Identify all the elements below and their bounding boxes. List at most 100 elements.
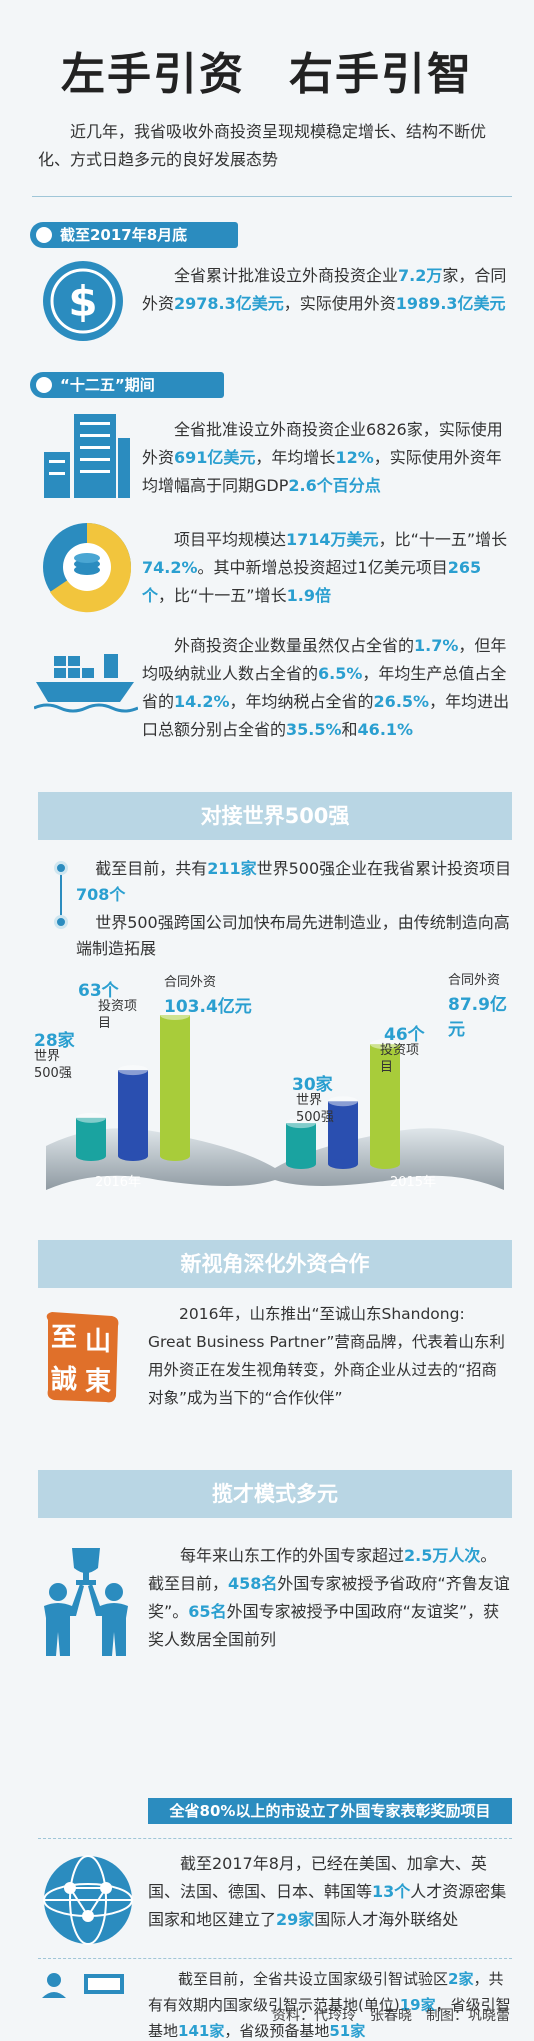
s2-b-value1: 1714万美元 xyxy=(286,530,379,549)
section5-text-b: 截至2017年8月，已经在美国、加拿大、英国、法国、德国、日本、韩国等13个人才… xyxy=(148,1850,512,1934)
bullet-dot xyxy=(54,915,68,929)
bullet-dot xyxy=(54,861,68,875)
bar-base-1-1 xyxy=(328,1159,358,1169)
fortune500-bar-chart: 2016年 2015年 xyxy=(46,1010,504,1190)
s2-b-text3: 。其中新增总投资超过1亿美元项目 xyxy=(197,558,448,577)
section5-text-c: 截至目前，全省共设立国家级引智试验区2家，共有有效期内国家级引智示范基地(单位)… xyxy=(148,1966,512,2041)
chart-year-2015: 2015年 xyxy=(390,1175,436,1190)
bar-base-0-2 xyxy=(160,1151,190,1161)
section5-text-a: 每年来山东工作的外国专家超过2.5万人次。截至目前，458名外国专家被授予省政府… xyxy=(148,1542,512,1654)
s1-value-actual: 1989.3亿美元 xyxy=(395,294,506,313)
bar-1-2 xyxy=(370,1044,400,1164)
banner-talent: 揽才模式多元 xyxy=(38,1470,512,1518)
s2-c-value5: 35.5% xyxy=(286,720,342,739)
bar-base-0-1 xyxy=(118,1151,148,1161)
bar-1-0 xyxy=(286,1123,316,1164)
shandong-seal-logo: 至 山 誠 東 xyxy=(46,1312,119,1403)
chart-label-28-caption: 世界500强 xyxy=(34,1049,72,1081)
seal-char-1: 至 xyxy=(51,1323,77,1353)
bar-top-1-2 xyxy=(370,1039,400,1050)
s5-c-value2: 19家 xyxy=(399,1996,436,2014)
s5-b-value2: 29家 xyxy=(276,1910,315,1929)
bullet-fortune500-count: 截至目前，共有211家世界500强企业在我省累计投资项目 708个 xyxy=(48,856,512,908)
s2-c-text1: 外商投资企业数量虽然仅占全省的 xyxy=(174,636,415,655)
s3-b1-text1: 截至目前，共有 xyxy=(95,859,208,878)
divider xyxy=(32,196,512,197)
s5-b-text3: 国际人才海外联络处 xyxy=(314,1910,459,1929)
s5-a-text2: 。截至目前， xyxy=(148,1546,497,1593)
s2-a-value1: 691亿美元 xyxy=(174,448,256,467)
s1-text-b: 家，合同外资 xyxy=(142,266,507,313)
bar-base-1-0 xyxy=(286,1159,316,1169)
banner-new-perspective: 新视角深化外资合作 xyxy=(38,1240,512,1288)
s2-a-text1: 全省批准设立外商投资企业6826家，实际使用外资 xyxy=(142,420,503,467)
s2-a-text2: ，年均增长 xyxy=(255,448,336,467)
bar-1-1 xyxy=(328,1101,358,1164)
section4-text: 2016年，山东推出“至诚山东Shandong: Great Business … xyxy=(148,1305,505,1407)
bullet-connector xyxy=(60,868,62,916)
chart-label-63-caption: 投资项目 xyxy=(98,999,138,1031)
chart-label-1034-caption: 合同外资 xyxy=(164,975,217,990)
buildings-icon xyxy=(44,414,130,498)
bar-top-1-0 xyxy=(286,1118,316,1129)
s2-c-value1: 1.7% xyxy=(414,636,459,655)
s3-b1-value2: 708个 xyxy=(76,885,126,904)
seal-char-2: 山 xyxy=(85,1327,111,1357)
svg-text:$: $ xyxy=(68,277,97,326)
s2-c-text3: ，年均生产总值占全省的 xyxy=(142,664,507,711)
section2-text-a: 全省批准设立外商投资企业6826家，实际使用外资691亿美元，年均增长12%，实… xyxy=(142,416,512,500)
chart-label-879-caption: 合同外资 xyxy=(448,973,501,988)
chart-label-46: 46个 xyxy=(384,1025,425,1045)
banner-fortune500: 对接世界500强 xyxy=(38,792,512,840)
s3-b1-text2: 世界500强企业在我省累计投资项目 xyxy=(256,859,512,878)
dollar-coin-icon: $ xyxy=(43,261,123,341)
s5-b-value1: 13个 xyxy=(372,1882,411,1901)
s2-c-value4: 26.5% xyxy=(373,692,430,711)
s1-value-contract: 2978.3亿美元 xyxy=(174,294,284,313)
chart-year-2016: 2016年 xyxy=(95,1175,141,1190)
globe-network-icon xyxy=(43,1855,133,1945)
bar-base-0-0 xyxy=(76,1151,106,1161)
chart-label-30-caption: 世界500强 xyxy=(296,1093,334,1125)
s5-c-value3: 141家 xyxy=(178,2022,225,2040)
chart-label-63: 63个 xyxy=(78,981,119,1001)
s2-c-value3: 14.2% xyxy=(174,692,230,711)
pie-coins-icon xyxy=(43,523,132,613)
section-pill-2017: 截至2017年8月底 xyxy=(30,222,238,248)
s5-a-value1: 2.5万人次 xyxy=(404,1546,481,1565)
s5-c-text3: ，省级引智基地 xyxy=(148,1996,511,2040)
s1-value-enterprises: 7.2万 xyxy=(398,266,443,285)
s5-b-text2: 人才资源密集国家和地区建立了 xyxy=(148,1882,507,1929)
bar-top-0-0 xyxy=(76,1112,106,1123)
chart-label-879: 87.9亿元 xyxy=(448,995,507,1040)
s2-c-text2: ，但年均吸纳就业人数占全省的 xyxy=(142,636,507,683)
s2-a-text3: ，实际使用外资年均增幅高于同期GDP xyxy=(142,448,502,495)
person-computer-icon xyxy=(42,1973,124,1998)
dashed-divider xyxy=(38,1838,512,1839)
bullet-manufacturing: 世界500强跨国公司加快布局先进制造业，由传统制造向高端制造拓展 xyxy=(48,910,512,962)
bar-base-1-2 xyxy=(370,1159,400,1169)
bar-0-1 xyxy=(118,1070,148,1156)
s5-a-text3: 外国专家被授予省政府“齐鲁友谊奖”。 xyxy=(148,1574,510,1621)
s5-c-value1: 2家 xyxy=(448,1970,474,1988)
chart-label-28: 28家 xyxy=(34,1031,75,1051)
s3-b2-text: 世界500强跨国公司加快布局先进制造业，由传统制造向高端制造拓展 xyxy=(76,913,510,958)
s5-c-text1: 截至目前，全省共设立国家级引智试验区 xyxy=(178,1970,449,1988)
bar-top-0-1 xyxy=(118,1065,148,1076)
s2-c-text4: ，年均纳税占全省的 xyxy=(229,692,374,711)
section-pill-12th-plan: “十二五”期间 xyxy=(30,372,224,398)
bar-0-2 xyxy=(160,1015,190,1156)
intro-text: 近几年，我省吸收外商投资呈现规模稳定增长、结构不断优化、方式日趋多元的良好发展态… xyxy=(38,122,487,169)
s2-b-value4: 1.9倍 xyxy=(286,586,331,605)
s2-b-value3: 265个 xyxy=(142,558,482,605)
s5-c-text2: ，共有有效期内国家级引智示范基地(单位) xyxy=(148,1970,504,2014)
s1-text-c: ，实际使用外资 xyxy=(283,294,396,313)
s2-b-text2: ，比“十一五”增长 xyxy=(378,530,508,549)
seal-char-3: 誠 xyxy=(51,1365,77,1395)
chart-label-1034: 103.4亿元 xyxy=(164,997,252,1017)
s2-b-text1: 项目平均规模达 xyxy=(174,530,287,549)
credits: 资料：代玲玲 张春晓 制图：巩晓蕾 xyxy=(272,2008,510,2024)
section2-text-c: 外商投资企业数量虽然仅占全省的1.7%，但年均吸纳就业人数占全省的6.5%，年均… xyxy=(142,632,512,744)
title-left: 左手引资 xyxy=(61,49,245,100)
section2-text-b: 项目平均规模达1714万美元，比“十一五”增长74.2%。其中新增总投资超过1亿… xyxy=(142,526,512,610)
